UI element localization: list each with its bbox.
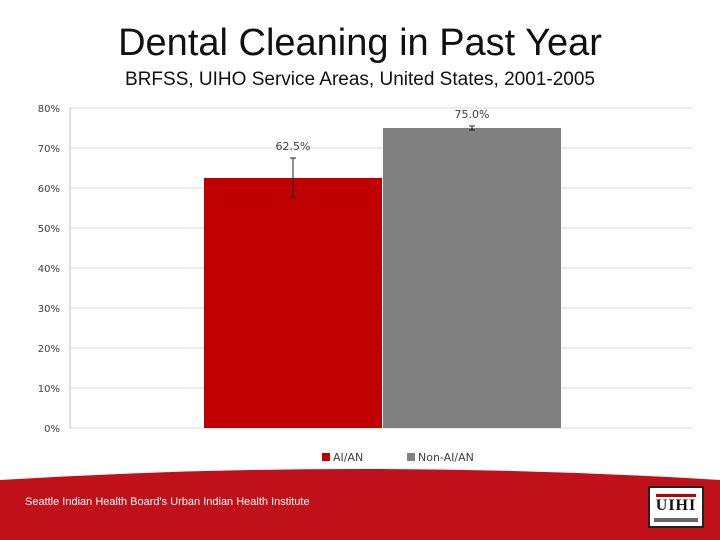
y-tick-label: 80% (38, 104, 60, 115)
footer-band (0, 469, 720, 540)
bar-non-ai-an (383, 128, 561, 428)
data-label: 75.0% (455, 108, 490, 121)
data-label: 62.5% (276, 140, 311, 153)
slide-title: Dental Cleaning in Past Year (118, 22, 602, 64)
logo-text: UIHI (655, 497, 697, 514)
slide-subtitle: BRFSS, UIHO Service Areas, United States… (125, 69, 595, 90)
bar-ai-an (204, 178, 382, 428)
y-tick-label: 70% (38, 144, 60, 155)
legend-label: Non-AI/AN (418, 451, 474, 464)
y-tick-label: 60% (38, 184, 60, 195)
bar-chart: 0% 10% 20% 30% 40% 50% 60% 70% 80% 62.5% 75.0% AI/A… (38, 104, 693, 464)
chart-area: 0% 10% 20% 30% 40% 50% 60% 70% 80% 62.5% 75.0% AI/A… (32, 97, 703, 474)
footer-credit: Seattle Indian Health Board's Urban Indi… (25, 496, 310, 508)
legend-swatch (407, 453, 415, 461)
y-tick-label: 40% (38, 264, 60, 275)
legend-swatch (322, 453, 330, 461)
legend-label: AI/AN (333, 451, 363, 464)
y-tick-label: 50% (38, 224, 60, 235)
y-tick-label: 0% (44, 424, 60, 435)
y-tick-label: 20% (38, 344, 60, 355)
y-tick-label: 10% (38, 384, 60, 395)
uihi-logo: UIHI (648, 486, 704, 528)
y-tick-label: 30% (38, 304, 60, 315)
